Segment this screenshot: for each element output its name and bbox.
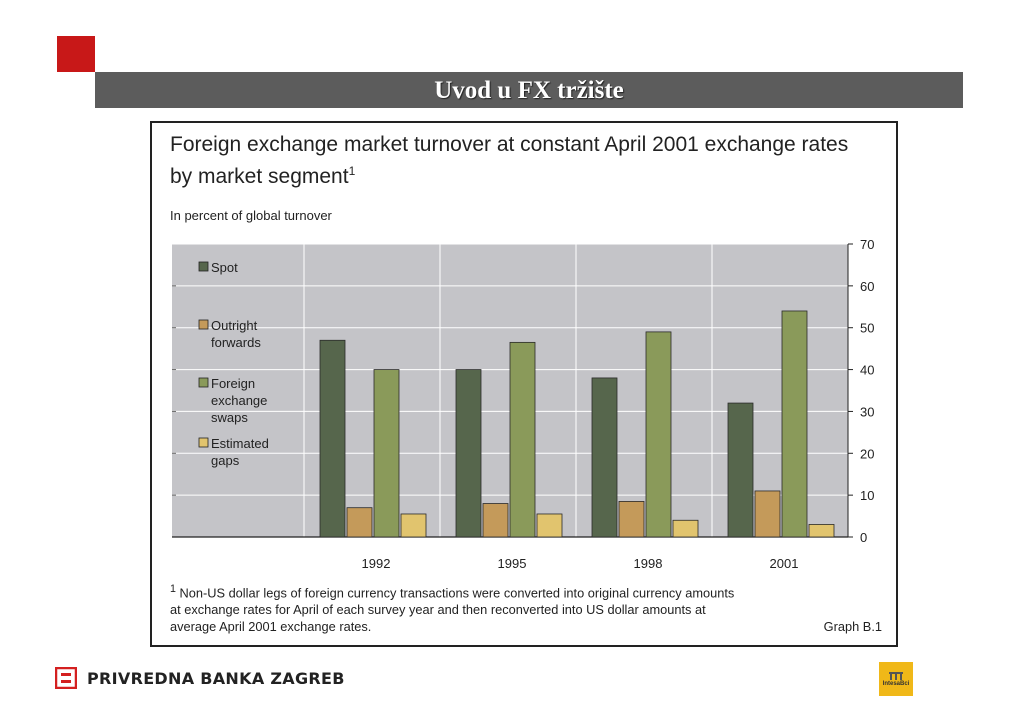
footnote-line-3-text: average April 2001 exchange rates. [170, 619, 372, 635]
intesa-logo: IntesaBci [879, 662, 913, 696]
bar [645, 331, 672, 538]
legend-label: gaps [211, 453, 240, 468]
legend-label: swaps [211, 410, 248, 425]
footnote-line-2: at exchange rates for April of each surv… [170, 602, 706, 618]
bar [536, 513, 563, 538]
y-tick-label: 40 [860, 363, 874, 378]
bar [618, 501, 645, 538]
y-tick-label: 50 [860, 321, 874, 336]
intesa-text: IntesaBci [882, 681, 910, 687]
bar [672, 519, 699, 538]
bar [373, 369, 400, 538]
x-tick-label: 1992 [362, 556, 391, 571]
legend-swatch [198, 261, 209, 272]
chart-title-footnote-marker: 1 [348, 164, 356, 178]
legend-label: Spot [211, 260, 238, 275]
bar [781, 310, 808, 538]
chart-title: Foreign exchange market turnover at cons… [170, 131, 870, 190]
y-tick-label: 70 [860, 237, 874, 252]
bar [754, 490, 781, 538]
bar [346, 507, 373, 538]
footnote-line-1: 1 Non-US dollar legs of foreign currency… [170, 581, 882, 601]
legend-swatch [198, 319, 209, 330]
bar [509, 341, 536, 538]
graph-source-label: Graph B.1 [823, 619, 882, 635]
intesa-building-icon [889, 672, 903, 680]
pbz-logo: PRIVREDNA BANKA ZAGREB [55, 667, 345, 689]
y-tick-label: 20 [860, 446, 874, 461]
bar [455, 369, 482, 538]
bar [727, 402, 754, 538]
bar [808, 524, 835, 538]
bar [400, 513, 427, 538]
legend-label: forwards [211, 335, 261, 350]
legend-label: Outright [211, 318, 258, 333]
chart-subtitle: In percent of global turnover [170, 208, 332, 223]
y-tick-label: 0 [860, 530, 867, 545]
footnote-line-1-text: Non-US dollar legs of foreign currency t… [179, 585, 735, 601]
y-tick-label: 10 [860, 488, 874, 503]
x-tick-label: 1995 [498, 556, 527, 571]
red-accent-square [57, 36, 95, 72]
x-tick-label: 2001 [770, 556, 799, 571]
legend-label: Foreign [211, 376, 255, 391]
bar [482, 503, 509, 538]
legend-swatch [198, 377, 209, 388]
legend-label: Estimated [211, 436, 269, 451]
slide-title: Uvod u FX tržište [95, 72, 963, 108]
brand-name: PRIVREDNA BANKA ZAGREB [87, 668, 345, 688]
pbz-icon [55, 667, 77, 689]
footnote-marker: 1 [170, 583, 176, 595]
chart-footnote: 1 Non-US dollar legs of foreign currency… [170, 581, 882, 635]
y-tick-label: 30 [860, 404, 874, 419]
bar [591, 377, 618, 538]
y-tick-label: 60 [860, 279, 874, 294]
bar [319, 339, 346, 538]
chart-title-text: Foreign exchange market turnover at cons… [170, 133, 849, 188]
footnote-line-3: average April 2001 exchange rates. Graph… [170, 618, 882, 635]
legend-label: exchange [211, 393, 267, 408]
x-tick-label: 1998 [634, 556, 663, 571]
legend-swatch [198, 437, 209, 448]
